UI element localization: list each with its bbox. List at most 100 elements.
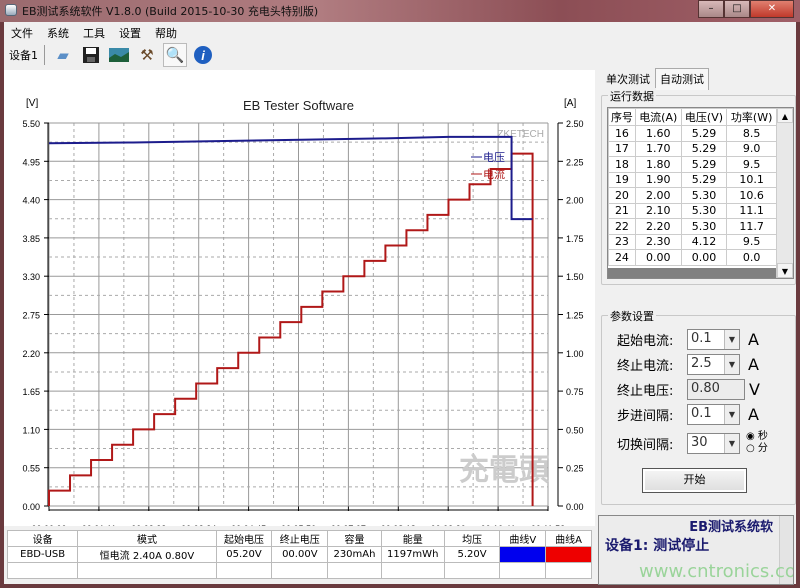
run-cell: 2.20 [634, 218, 682, 235]
log-line: 设备1: 测试停止 [605, 538, 710, 554]
x-tick-label: 00:09:30 [431, 524, 466, 526]
log-line: EB测试系统软 [689, 520, 773, 535]
scroll-down-icon[interactable]: ▼ [777, 263, 793, 278]
run-row[interactable]: 17 1.70 5.29 9.0 [608, 140, 777, 157]
chevron-down-icon: ▼ [724, 433, 739, 453]
cell-avg-voltage: 5.20V [443, 546, 501, 563]
log-scrollbar[interactable] [779, 516, 793, 584]
run-cell: 0.00 [680, 249, 728, 266]
run-cell: 5.29 [680, 125, 728, 142]
search-icon[interactable]: 🔍 [163, 43, 187, 67]
run-cell: 5.29 [680, 156, 728, 173]
radio-seconds[interactable]: ◉ 秒 [746, 431, 768, 442]
save-icon[interactable] [79, 43, 103, 67]
start-button[interactable]: 开始 [642, 468, 747, 493]
title-bar: EB测试系统软件 V1.8.0 (Build 2015-10-30 充电头特别版… [0, 0, 800, 22]
run-cell: 22 [608, 218, 636, 235]
run-row[interactable]: 16 1.60 5.29 8.5 [608, 125, 777, 142]
run-cell: 2.00 [634, 187, 682, 204]
col-device: 设备 [6, 530, 79, 547]
device-label: 设备1 [9, 49, 38, 62]
col-curve-a: 曲线A [545, 530, 592, 547]
end-current-select[interactable]: 2.5 ▼ [687, 354, 740, 375]
run-cell: 21 [608, 202, 636, 219]
radio-minutes[interactable]: ○ 分 [746, 443, 768, 454]
maximize-button[interactable]: □ [724, 0, 750, 18]
run-row[interactable]: 23 2.30 4.12 9.5 [608, 233, 777, 250]
run-col-header: 序号 [608, 108, 636, 126]
run-cell: 11.7 [726, 218, 777, 235]
table-header-row: 设备 模式 起始电压 终止电压 容量 能量 均压 曲线V 曲线A [6, 530, 592, 547]
folder-icon[interactable]: ▰ [57, 46, 69, 64]
site-watermark: www.cntronics.com [639, 561, 793, 582]
y-tick-label-right: 2.50 [566, 119, 584, 129]
run-cell: 0.00 [634, 249, 682, 266]
tab-single-test[interactable]: 单次测试 [606, 73, 650, 86]
tab-auto-test[interactable]: 自动测试 [655, 68, 709, 90]
run-row[interactable]: 19 1.90 5.29 10.1 [608, 171, 777, 188]
run-cell: 24 [608, 249, 636, 266]
run-cell: 9.0 [726, 140, 777, 157]
table-row[interactable]: EBD-USB 恒电流 2.40A 0.80V 05.20V 00.00V 23… [6, 546, 592, 563]
x-tick-label: 00:08:18 [381, 524, 416, 526]
run-col-header: 电流(A) [634, 108, 682, 126]
chevron-down-icon: ▼ [724, 355, 739, 374]
param-settings-group: 参数设置 起始电流: 0.1 ▼ A 终止电流: 2.5 ▼ A 终止电压: 0.8… [601, 308, 796, 505]
chart-title: EB Tester Software [243, 98, 354, 113]
run-row[interactable]: 22 2.20 5.30 11.7 [608, 218, 777, 235]
tab-bar: 单次测试 自动测试 [601, 68, 709, 90]
run-data-title: 运行数据 [608, 88, 656, 104]
menu-help[interactable]: 帮助 [155, 27, 177, 40]
run-cell: 2.10 [634, 202, 682, 219]
run-cell: 5.30 [680, 218, 728, 235]
run-row[interactable]: 21 2.10 5.30 11.1 [608, 202, 777, 219]
toolbar-separator [44, 45, 45, 65]
run-cell: 11.1 [726, 202, 777, 219]
run-cell: 23 [608, 233, 636, 250]
window-title: EB测试系统软件 V1.8.0 (Build 2015-10-30 充电头特别版… [22, 5, 319, 18]
close-button[interactable]: ✕ [750, 0, 794, 18]
info-icon[interactable]: i [191, 43, 215, 67]
curve-v-color[interactable] [499, 546, 547, 563]
switch-interval-select[interactable]: 30 ▼ [687, 432, 740, 454]
run-row[interactable]: 24 0.00 0.00 0.0 [608, 249, 777, 266]
chongdiantou-watermark-logo: 充電頭 [459, 454, 550, 487]
run-row[interactable]: 18 1.80 5.29 9.5 [608, 156, 777, 173]
scroll-up-icon[interactable]: ▲ [777, 108, 793, 123]
y-tick-label-left: 2.20 [22, 349, 40, 359]
cell-start-voltage: 05.20V [215, 546, 273, 563]
y-tick-label-right: 1.25 [566, 311, 584, 321]
tools-icon[interactable]: ⚒ [140, 46, 154, 64]
col-start-voltage: 起始电压 [215, 530, 273, 547]
end-voltage-input[interactable]: 0.80 [687, 379, 745, 400]
menu-system[interactable]: 系统 [47, 27, 69, 40]
run-header-row: 序号 电流(A) 电压(V) 功率(W) [608, 108, 777, 126]
y-tick-label-right: 0.25 [566, 464, 584, 474]
legend-voltage-label: 电压 [483, 151, 505, 164]
right-panel: 单次测试 自动测试 运行数据 序号 电流(A) 电压(V) 功率(W) 16 1.60 5.… [597, 68, 796, 585]
menu-tools[interactable]: 工具 [83, 27, 105, 40]
table-row-empty [6, 562, 592, 579]
minimize-button[interactable]: – [698, 0, 724, 18]
y-tick-label-left: 3.85 [22, 234, 40, 244]
run-cell: 9.5 [726, 156, 777, 173]
x-tick-label: 00:04:45 [231, 524, 266, 526]
menu-settings[interactable]: 设置 [119, 27, 141, 40]
col-curve-v: 曲线V [499, 530, 547, 547]
run-row[interactable]: 20 2.00 5.30 10.6 [608, 187, 777, 204]
step-interval-select[interactable]: 0.1 ▼ [687, 404, 740, 425]
col-end-voltage: 终止电压 [271, 530, 329, 547]
start-current-select[interactable]: 0.1 ▼ [687, 329, 740, 350]
run-cell: 19 [608, 171, 636, 188]
run-data-scrollbar[interactable]: ▲ ▼ [776, 108, 793, 278]
y-tick-label-right: 1.75 [566, 234, 584, 244]
menu-file[interactable]: 文件 [11, 27, 33, 40]
run-cell: 1.70 [634, 140, 682, 157]
cell-device: EBD-USB [6, 546, 79, 563]
col-capacity: 容量 [327, 530, 382, 547]
curve-a-color[interactable] [545, 546, 592, 563]
run-cell: 4.12 [680, 233, 728, 250]
chart-image-icon[interactable] [107, 43, 131, 67]
y-tick-label-left: 0.55 [22, 464, 40, 474]
param-end-current: 终止电流: 2.5 ▼ A [617, 354, 759, 375]
